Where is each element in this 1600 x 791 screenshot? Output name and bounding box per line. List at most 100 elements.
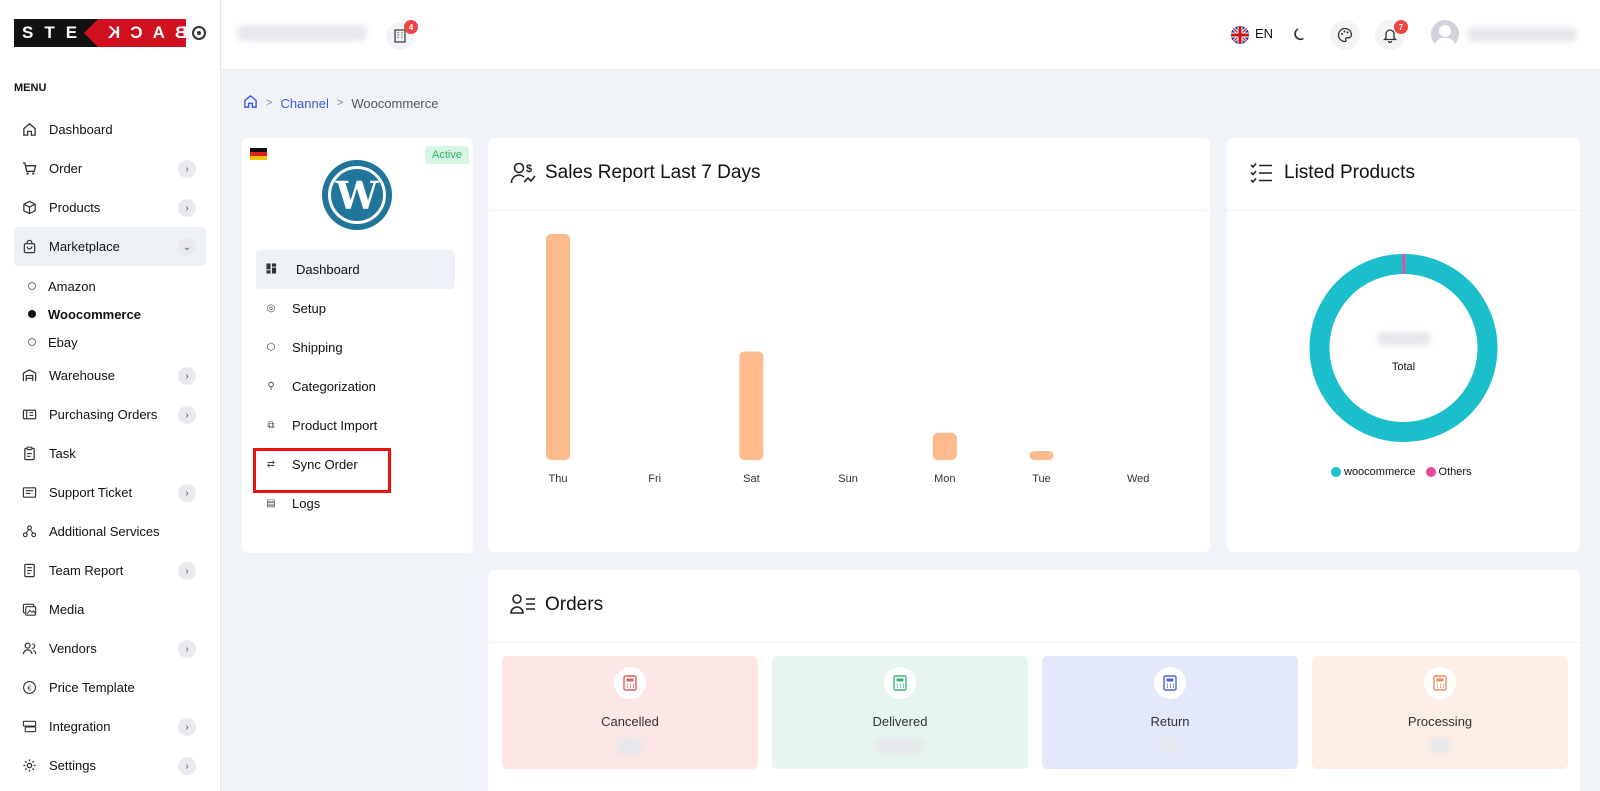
order-status-label: Cancelled — [601, 714, 659, 729]
channel-menu-setup[interactable]: ◎ Setup — [256, 289, 455, 328]
order-status-processing[interactable]: Processing — [1312, 656, 1568, 769]
channel-menu-logs[interactable]: ▤ Logs — [256, 484, 455, 523]
user-avatar[interactable] — [1431, 20, 1459, 48]
orders-card: Orders Cancelled Delivered Return Proces… — [488, 570, 1580, 791]
sidebar-item-label: Marketplace — [49, 239, 120, 254]
sidebar-item-media[interactable]: Media — [14, 590, 206, 629]
bar-tue[interactable] — [1029, 450, 1054, 460]
x-tick-label: Sun — [838, 473, 858, 485]
channel-menu-dashboard[interactable]: Dashboard — [256, 250, 455, 289]
media-icon — [21, 602, 37, 618]
calculator-icon — [614, 667, 646, 699]
sidebar-subitem-amazon[interactable]: Amazon — [14, 272, 206, 300]
sidebar-item-integration[interactable]: Integration › — [14, 707, 206, 746]
chevron-right-icon[interactable]: › — [178, 406, 196, 424]
germany-flag-icon — [250, 148, 267, 160]
sidebar-subitem-ebay[interactable]: Ebay — [14, 328, 206, 356]
bar-thu[interactable] — [546, 234, 570, 460]
sidebar-item-products[interactable]: Products › — [14, 188, 206, 227]
integration-icon — [21, 719, 37, 735]
chevron-right-icon[interactable]: › — [178, 160, 196, 178]
sidebar-item-additional-services[interactable]: Additional Services — [14, 512, 206, 551]
uk-flag-icon[interactable] — [1231, 26, 1249, 44]
sidebar-item-label: Purchasing Orders — [49, 407, 158, 422]
clipboard-icon — [21, 446, 37, 462]
sales-report-header: $ Sales Report Last 7 Days — [510, 161, 760, 185]
breadcrumb-channel-link[interactable]: Channel — [280, 95, 329, 111]
sidebar-item-support-ticket[interactable]: Support Ticket › — [14, 473, 206, 512]
radio-dot-icon — [28, 310, 36, 318]
bar-mon[interactable] — [932, 432, 957, 460]
home-icon[interactable] — [243, 94, 258, 112]
x-tick-label: Sat — [743, 473, 760, 485]
order-status-delivered[interactable]: Delivered — [772, 656, 1028, 769]
x-tick-label: Thu — [549, 473, 568, 485]
sidebar-subitem-woocommerce[interactable]: Woocommerce — [14, 300, 206, 328]
sidebar-item-team-report[interactable]: Team Report › — [14, 551, 206, 590]
logo[interactable]: STEG BACK — [14, 19, 187, 47]
chevron-right-icon[interactable]: › — [178, 562, 196, 580]
chevron-down-icon[interactable]: ⌄ — [178, 238, 196, 256]
donut-legend: woocommerce Others — [1331, 466, 1472, 478]
radio-dot-icon — [28, 338, 36, 346]
order-count-redacted — [876, 738, 924, 754]
sidebar-item-marketplace[interactable]: Marketplace ⌄ — [14, 227, 206, 266]
donut-slice-woocommerce[interactable] — [1309, 254, 1498, 442]
channel-menu-categorization[interactable]: ⚲ Categorization — [256, 367, 455, 406]
subitem-label: Ebay — [48, 334, 78, 350]
subitem-label: Woocommerce — [48, 306, 141, 322]
language-selector[interactable]: EN — [1255, 26, 1274, 41]
logo-right-text: BACK — [84, 19, 187, 47]
dark-mode-toggle[interactable] — [1285, 20, 1315, 50]
theme-customizer-button[interactable] — [1330, 20, 1360, 50]
breadcrumb: > Channel > Woocommerce — [243, 94, 439, 112]
sidebar-item-task[interactable]: Task — [14, 434, 206, 473]
sidebar-item-order[interactable]: Order › — [14, 149, 206, 188]
chevron-right-icon[interactable]: › — [178, 640, 196, 658]
channel-menu-product-import[interactable]: ⧉ Product Import — [256, 406, 455, 445]
bag-icon — [21, 239, 37, 255]
channel-menu-label: Product Import — [292, 418, 378, 433]
sales-report-card: $ Sales Report Last 7 Days Thu Fri Sat Sun M… — [488, 138, 1210, 552]
chevron-right-icon[interactable]: › — [178, 484, 196, 502]
order-count-redacted — [1161, 738, 1179, 754]
vendors-icon — [21, 641, 37, 657]
order-status-return[interactable]: Return — [1042, 656, 1298, 769]
chevron-right-icon[interactable]: › — [178, 367, 196, 385]
sidebar-item-warehouse[interactable]: Warehouse › — [14, 356, 206, 395]
channel-menu-label: Logs — [292, 496, 321, 511]
calculator-icon — [1154, 667, 1186, 699]
listed-products-header: Listed Products — [1249, 161, 1415, 185]
sidebar-item-purchasing-orders[interactable]: Purchasing Orders › — [14, 395, 206, 434]
import-icon: ⧉ — [267, 420, 275, 431]
x-tick-label: Fri — [648, 473, 661, 485]
x-tick-label: Tue — [1032, 473, 1051, 485]
sync-icon: ⇄ — [266, 459, 276, 470]
sidebar-item-settings[interactable]: Settings › — [14, 746, 206, 785]
chevron-right-icon[interactable]: › — [178, 757, 196, 775]
bell-icon — [1382, 29, 1398, 43]
channel-menu-label: Dashboard — [296, 262, 360, 277]
bar-sat[interactable] — [739, 351, 764, 460]
legend-swatch-woocommerce — [1331, 467, 1341, 477]
sidebar-item-label: Products — [49, 200, 101, 215]
channel-menu-sync-order[interactable]: ⇄ Sync Order — [256, 445, 455, 484]
donut-center-label: Total — [1391, 361, 1416, 373]
chevron-right-icon[interactable]: › — [178, 199, 196, 217]
channel-menu-shipping[interactable]: ⬡ Shipping — [256, 328, 455, 367]
sidebar-item-label: Additional Services — [49, 524, 160, 539]
box-icon — [21, 200, 37, 216]
pin-sidebar-icon[interactable] — [192, 26, 206, 40]
sidebar-item-vendors[interactable]: Vendors › — [14, 629, 206, 668]
channel-menu-label: Sync Order — [292, 457, 358, 472]
chevron-right-icon[interactable]: › — [178, 718, 196, 736]
sidebar-item-price-template[interactable]: € Price Template — [14, 668, 206, 707]
sidebar: STEG BACK MENU Dashboard Order › Product… — [0, 0, 221, 791]
order-count-redacted — [617, 738, 643, 754]
sidebar-item-dashboard[interactable]: Dashboard — [14, 110, 206, 149]
channel-menu-label: Categorization — [292, 379, 376, 394]
order-status-cancelled[interactable]: Cancelled — [502, 656, 758, 769]
sidebar-item-label: Integration — [49, 719, 111, 734]
company-count-badge: 4 — [404, 20, 418, 34]
sidebar-item-label: Settings — [49, 758, 96, 773]
